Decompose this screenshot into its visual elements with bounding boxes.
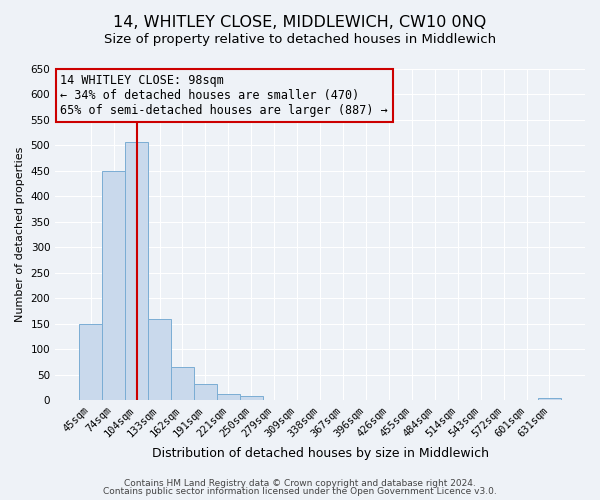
Bar: [125, 142, 148, 400]
Bar: [538, 398, 561, 400]
Y-axis label: Number of detached properties: Number of detached properties: [15, 147, 25, 322]
Text: Contains public sector information licensed under the Open Government Licence v3: Contains public sector information licen…: [103, 487, 497, 496]
Bar: [240, 396, 263, 400]
Text: 14, WHITLEY CLOSE, MIDDLEWICH, CW10 0NQ: 14, WHITLEY CLOSE, MIDDLEWICH, CW10 0NQ: [113, 15, 487, 30]
Bar: [194, 384, 217, 400]
Bar: [217, 394, 240, 400]
X-axis label: Distribution of detached houses by size in Middlewich: Distribution of detached houses by size …: [152, 447, 488, 460]
Text: Size of property relative to detached houses in Middlewich: Size of property relative to detached ho…: [104, 32, 496, 46]
Bar: [148, 318, 171, 400]
Text: Contains HM Land Registry data © Crown copyright and database right 2024.: Contains HM Land Registry data © Crown c…: [124, 478, 476, 488]
Bar: [79, 324, 102, 400]
Bar: [171, 367, 194, 400]
Bar: [102, 171, 125, 400]
Text: 14 WHITLEY CLOSE: 98sqm
← 34% of detached houses are smaller (470)
65% of semi-d: 14 WHITLEY CLOSE: 98sqm ← 34% of detache…: [61, 74, 388, 117]
